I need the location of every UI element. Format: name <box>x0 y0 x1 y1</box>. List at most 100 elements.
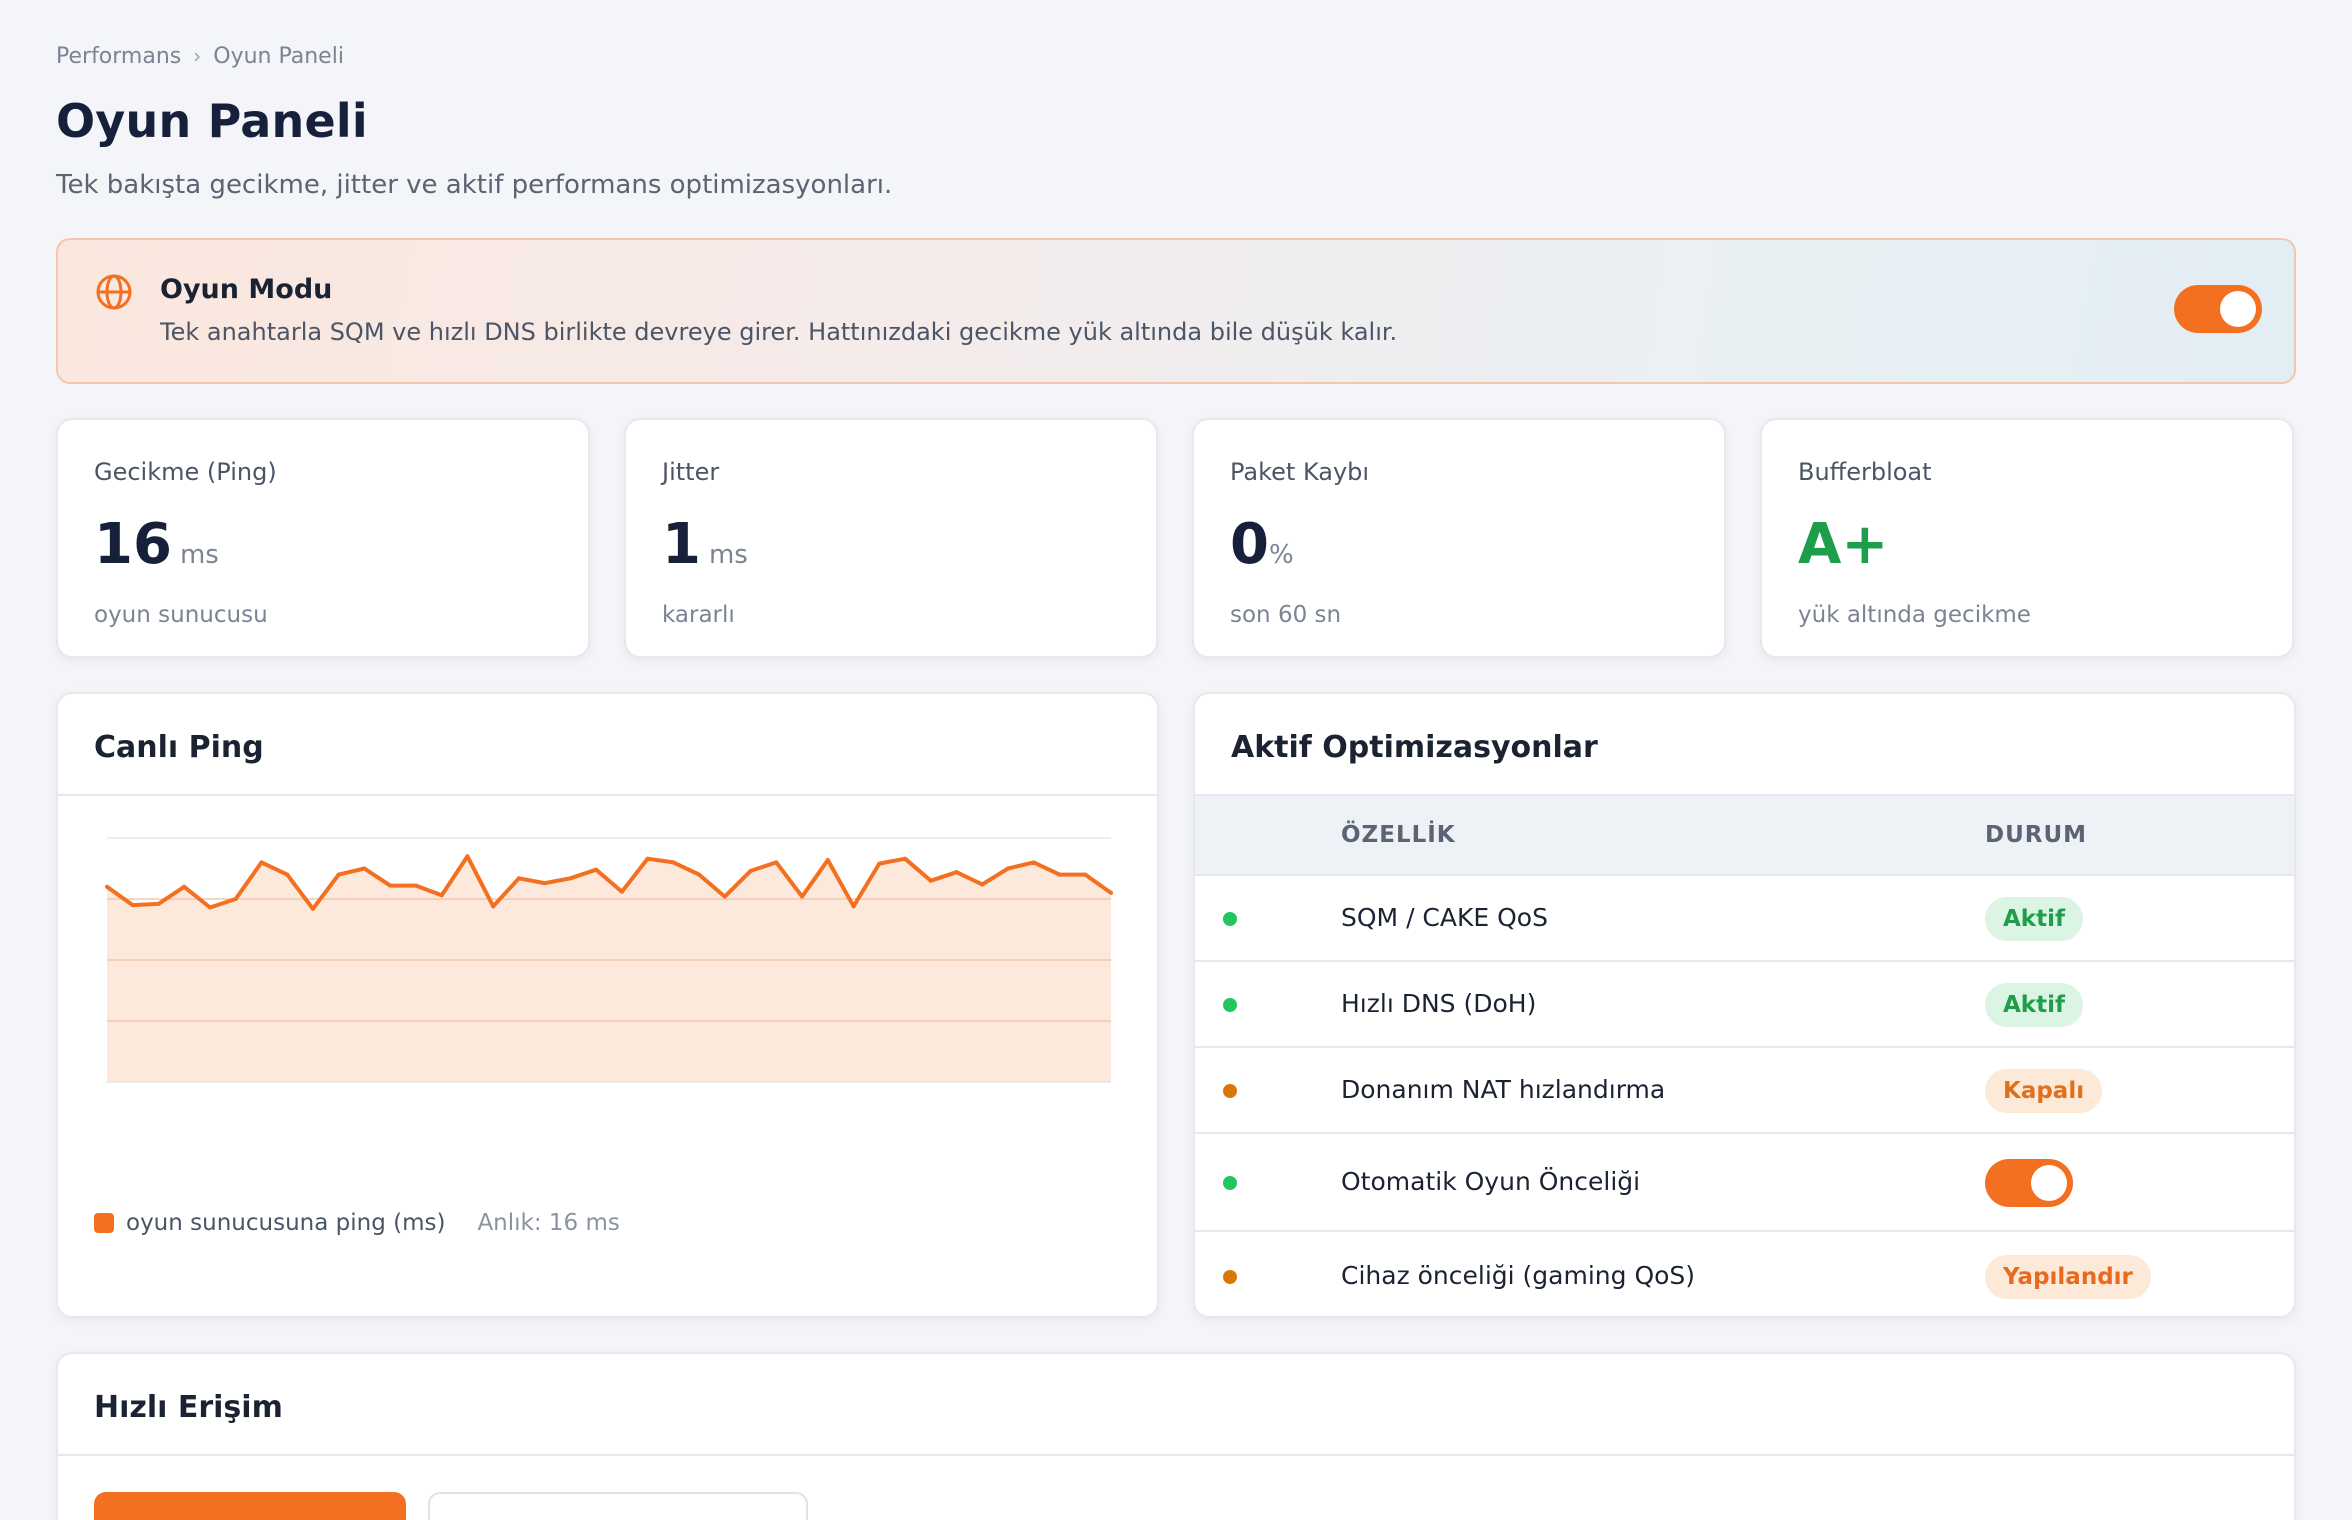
status-dot <box>1223 998 1237 1012</box>
ping-point <box>594 867 599 872</box>
ping-point <box>465 854 470 859</box>
optimizations-panel: Aktif Optimizasyonlar ÖZELLİK DURUM SQM … <box>1193 692 2296 1318</box>
optimizations-title: Aktif Optimizasyonlar <box>1195 694 2294 796</box>
ping-point <box>439 893 444 898</box>
feature-name: Hızlı DNS (DoH) <box>1341 989 1537 1018</box>
stat-caption: yük altında gecikme <box>1798 602 2031 628</box>
stat-card-jitter: Jitter 1 ms kararlı <box>624 418 1158 658</box>
feature-name: Otomatik Oyun Önceliği <box>1341 1167 1641 1196</box>
toggle-knob <box>2220 291 2256 327</box>
page-subtitle: Tek bakışta gecikme, jitter ve aktif per… <box>56 170 893 200</box>
table-row: Donanım NAT hızlandırma Kapalı <box>1195 1048 2294 1134</box>
stat-value: 1 <box>662 512 701 577</box>
stat-label: Bufferbloat <box>1798 458 1932 486</box>
quick-access-panel: Hızlı Erişim <box>56 1352 2296 1520</box>
status-badge: Aktif <box>1985 983 2083 1027</box>
ping-point <box>1083 872 1088 877</box>
game-mode-banner: Oyun Modu Tek anahtarla SQM ve hızlı DNS… <box>56 238 2296 384</box>
status-badge: Kapalı <box>1985 1069 2103 1113</box>
ping-point <box>774 860 779 865</box>
table-row: SQM / CAKE QoS Aktif <box>1195 876 2294 962</box>
column-status: DURUM <box>1985 822 2088 848</box>
stat-label: Paket Kaybı <box>1230 458 1370 486</box>
ping-point <box>748 868 753 873</box>
stat-unit: ms <box>179 540 219 570</box>
breadcrumb-parent[interactable]: Performans <box>56 43 182 69</box>
stat-value: 0 <box>1230 512 1269 577</box>
ping-area <box>107 856 1111 1082</box>
breadcrumb: Performans › Oyun Paneli <box>56 40 2296 72</box>
column-feature: ÖZELLİK <box>1341 822 1456 848</box>
ping-point <box>928 878 933 883</box>
ping-point <box>491 904 496 909</box>
globe-icon <box>94 272 134 312</box>
ping-point <box>310 906 315 911</box>
game-mode-description: Tek anahtarla SQM ve hızlı DNS birlikte … <box>160 318 1398 346</box>
legend-swatch <box>94 1213 114 1233</box>
feature-name: SQM / CAKE QoS <box>1341 903 1548 932</box>
stat-unit: % <box>1268 540 1294 570</box>
configure-button[interactable]: Yapılandır <box>1985 1255 2151 1299</box>
table-row: Cihaz önceliği (gaming QoS) Yapılandır <box>1195 1232 2294 1316</box>
quick-access-secondary-button[interactable] <box>428 1492 808 1520</box>
status-dot <box>1223 912 1237 926</box>
feature-name: Donanım NAT hızlandırma <box>1341 1075 1666 1104</box>
ping-point <box>388 883 393 888</box>
status-badge: Aktif <box>1985 897 2083 941</box>
ping-point <box>1031 860 1036 865</box>
game-mode-toggle[interactable] <box>2174 285 2262 333</box>
ping-point <box>156 901 161 906</box>
ping-point <box>362 866 367 871</box>
ping-point <box>954 870 959 875</box>
ping-point <box>619 889 624 894</box>
ping-point <box>542 881 547 886</box>
status-dot <box>1223 1270 1237 1284</box>
stat-value: 16 <box>94 512 172 577</box>
stat-caption: son 60 sn <box>1230 602 1342 628</box>
ping-point <box>980 882 985 887</box>
ping-point <box>877 861 882 866</box>
stats-row: Gecikme (Ping) 16 ms oyun sunucusu Jitte… <box>56 418 2296 658</box>
breadcrumb-separator: › <box>193 44 202 68</box>
ping-point <box>568 876 573 881</box>
auto-game-priority-toggle[interactable] <box>1985 1159 2073 1207</box>
quick-access-primary-button[interactable] <box>94 1492 406 1520</box>
ping-point <box>825 857 830 862</box>
ping-point <box>722 894 727 899</box>
feature-name: Cihaz önceliği (gaming QoS) <box>1341 1261 1696 1290</box>
live-ping-title: Canlı Ping <box>58 694 1157 796</box>
ping-point <box>130 903 135 908</box>
table-row: Hızlı DNS (DoH) Aktif <box>1195 962 2294 1048</box>
stat-label: Gecikme (Ping) <box>94 458 277 486</box>
stat-caption: oyun sunucusu <box>94 602 268 628</box>
ping-point <box>1109 890 1113 895</box>
ping-point <box>233 897 238 901</box>
table-header: ÖZELLİK DURUM <box>1195 796 2294 876</box>
toggle-knob <box>2031 1165 2067 1201</box>
ping-point <box>336 872 341 877</box>
quick-access-title: Hızlı Erişim <box>58 1354 2294 1456</box>
ping-point <box>259 860 264 865</box>
ping-point <box>413 883 418 888</box>
stat-caption: kararlı <box>662 602 735 628</box>
live-ping-panel: Canlı Ping oyun sunucusuna ping (ms) Anl… <box>56 692 1159 1318</box>
stat-label: Jitter <box>662 458 720 486</box>
ping-point <box>697 872 702 877</box>
ping-point <box>645 856 650 861</box>
ping-point <box>105 884 109 889</box>
stat-unit: ms <box>708 540 748 570</box>
table-row: Otomatik Oyun Önceliği <box>1195 1134 2294 1232</box>
stat-card-packet-loss: Paket Kaybı 0 % son 60 sn <box>1192 418 1726 658</box>
ping-point <box>182 884 187 889</box>
ping-point <box>285 872 290 877</box>
status-dot <box>1223 1084 1237 1098</box>
stat-value: A+ <box>1798 512 1889 577</box>
stat-card-bufferbloat: Bufferbloat A+ yük altında gecikme <box>1760 418 2294 658</box>
status-dot <box>1223 1176 1237 1190</box>
page-title: Oyun Paneli <box>56 94 368 148</box>
game-dashboard: Performans › Oyun Paneli Oyun Paneli Tek… <box>56 40 2296 1520</box>
ping-point <box>800 894 805 899</box>
main-row: Canlı Ping oyun sunucusuna ping (ms) Anl… <box>56 692 2296 1318</box>
chart-legend: oyun sunucusuna ping (ms) Anlık: 16 ms <box>94 1210 620 1236</box>
breadcrumb-current: Oyun Paneli <box>213 43 344 69</box>
